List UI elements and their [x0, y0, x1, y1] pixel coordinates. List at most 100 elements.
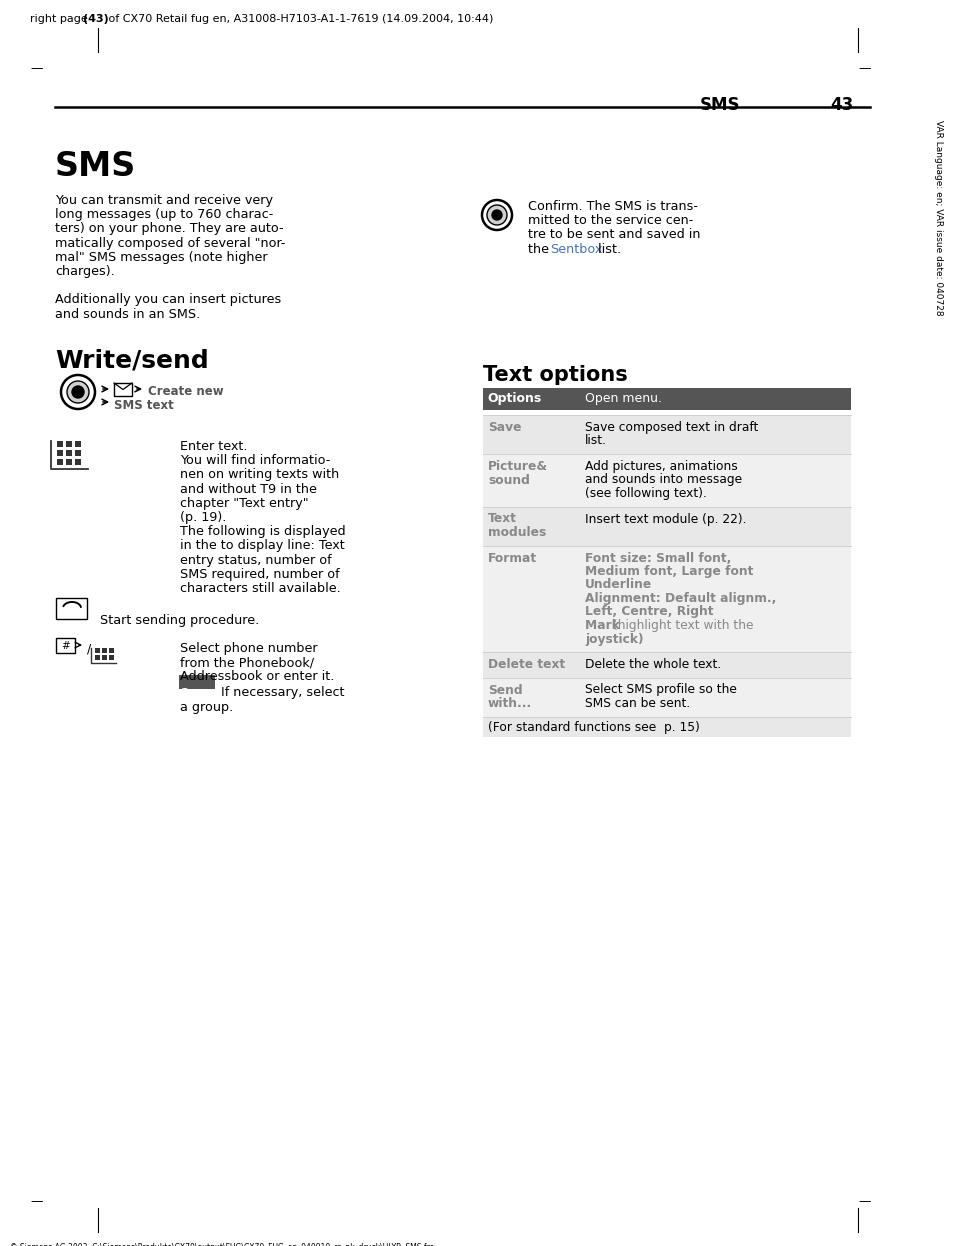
- Text: Send: Send: [488, 684, 522, 697]
- Text: Underline: Underline: [584, 578, 652, 592]
- FancyBboxPatch shape: [482, 507, 850, 546]
- Text: sound: sound: [488, 473, 529, 486]
- Text: mal" SMS messages (note higher: mal" SMS messages (note higher: [55, 250, 268, 264]
- Circle shape: [486, 206, 506, 226]
- Text: Select SMS profile so the: Select SMS profile so the: [584, 684, 736, 697]
- Text: right page: right page: [30, 14, 91, 24]
- Text: —: —: [857, 1195, 869, 1209]
- Text: Enter text.: Enter text.: [180, 440, 247, 454]
- Text: If necessary, select: If necessary, select: [216, 685, 344, 699]
- Text: SMS can be sent.: SMS can be sent.: [584, 697, 690, 710]
- Text: nen on writing texts with: nen on writing texts with: [180, 468, 339, 481]
- Text: Save composed text in draft: Save composed text in draft: [584, 421, 758, 434]
- FancyBboxPatch shape: [102, 648, 107, 653]
- Text: Alignment: Default alignm.,: Alignment: Default alignm.,: [584, 592, 776, 606]
- Text: Text: Text: [488, 512, 517, 526]
- Text: Left, Centre, Right: Left, Centre, Right: [584, 606, 713, 618]
- Text: the: the: [527, 243, 553, 255]
- Text: SMS: SMS: [700, 96, 740, 113]
- FancyBboxPatch shape: [482, 388, 850, 410]
- Text: Select phone number: Select phone number: [180, 642, 317, 655]
- Text: 43: 43: [829, 96, 852, 113]
- Text: matically composed of several "nor-: matically composed of several "nor-: [55, 237, 285, 249]
- FancyBboxPatch shape: [109, 648, 113, 653]
- FancyBboxPatch shape: [56, 638, 75, 653]
- Text: Add pictures, animations: Add pictures, animations: [584, 460, 737, 473]
- Circle shape: [61, 375, 95, 409]
- Text: characters still available.: characters still available.: [180, 582, 340, 596]
- Text: Font size: Small font,: Font size: Small font,: [584, 552, 731, 564]
- FancyBboxPatch shape: [66, 450, 71, 456]
- Text: Save: Save: [488, 421, 521, 434]
- Text: from the Phonebook/: from the Phonebook/: [180, 657, 314, 669]
- Text: Create new: Create new: [148, 385, 223, 397]
- Text: SMS: SMS: [55, 150, 136, 183]
- Text: Text options: Text options: [482, 365, 627, 385]
- Circle shape: [71, 386, 84, 397]
- Text: —: —: [857, 62, 869, 75]
- Text: Delete text: Delete text: [488, 658, 564, 672]
- Text: The following is displayed: The following is displayed: [180, 526, 345, 538]
- FancyBboxPatch shape: [95, 655, 100, 660]
- Text: (43): (43): [83, 14, 109, 24]
- Text: long messages (up to 760 charac-: long messages (up to 760 charac-: [55, 208, 273, 222]
- FancyBboxPatch shape: [482, 546, 850, 652]
- FancyBboxPatch shape: [75, 459, 81, 465]
- Text: Medium font, Large font: Medium font, Large font: [584, 564, 753, 578]
- Text: © Siemens AG 2003, C:\Siemens\Produkte\CX70\output\FUG\CX70_FUG_en_040910_rs_pk_: © Siemens AG 2003, C:\Siemens\Produkte\C…: [10, 1244, 434, 1246]
- Text: Additionally you can insert pictures: Additionally you can insert pictures: [55, 293, 281, 307]
- Text: chapter "Text entry": chapter "Text entry": [180, 497, 309, 510]
- Text: VAR Language: en; VAR issue date: 040728: VAR Language: en; VAR issue date: 040728: [933, 120, 942, 315]
- Text: Open menu.: Open menu.: [584, 392, 661, 405]
- Text: Insert text module (p. 22).: Insert text module (p. 22).: [584, 512, 745, 526]
- Text: and sounds in an SMS.: and sounds in an SMS.: [55, 308, 200, 320]
- Text: mitted to the service cen-: mitted to the service cen-: [527, 214, 693, 227]
- Text: #: #: [61, 640, 70, 650]
- Text: You will find informatio-: You will find informatio-: [180, 455, 330, 467]
- FancyBboxPatch shape: [109, 655, 113, 660]
- FancyBboxPatch shape: [482, 716, 850, 736]
- Text: charges).: charges).: [55, 265, 114, 278]
- Text: a group.: a group.: [180, 700, 233, 714]
- Text: of CX70 Retail fug en, A31008-H7103-A1-1-7619 (14.09.2004, 10:44): of CX70 Retail fug en, A31008-H7103-A1-1…: [105, 14, 493, 24]
- FancyBboxPatch shape: [113, 383, 132, 396]
- FancyBboxPatch shape: [66, 459, 71, 465]
- Text: Delete the whole text.: Delete the whole text.: [584, 658, 720, 672]
- FancyBboxPatch shape: [75, 450, 81, 456]
- FancyBboxPatch shape: [482, 454, 850, 507]
- Text: —: —: [30, 62, 43, 75]
- FancyBboxPatch shape: [57, 441, 63, 447]
- Text: Group: Group: [179, 688, 214, 698]
- Text: Sentbox: Sentbox: [550, 243, 601, 255]
- Text: entry status, number of: entry status, number of: [180, 553, 332, 567]
- FancyBboxPatch shape: [57, 450, 63, 456]
- Text: —: —: [30, 1195, 43, 1209]
- Text: Mark: Mark: [584, 619, 623, 632]
- Text: /: /: [87, 642, 91, 655]
- Text: Picture&: Picture&: [488, 460, 547, 473]
- Text: SMS text: SMS text: [113, 399, 173, 412]
- Circle shape: [481, 201, 512, 231]
- Text: with...: with...: [488, 697, 532, 710]
- FancyBboxPatch shape: [482, 652, 850, 678]
- FancyBboxPatch shape: [482, 678, 850, 716]
- FancyBboxPatch shape: [179, 675, 215, 689]
- FancyBboxPatch shape: [95, 648, 100, 653]
- Text: Confirm. The SMS is trans-: Confirm. The SMS is trans-: [527, 201, 698, 213]
- Text: and without T9 in the: and without T9 in the: [180, 482, 316, 496]
- Text: list.: list.: [584, 435, 606, 447]
- Text: Write/send: Write/send: [55, 348, 209, 373]
- Text: (For standard functions see  p. 15): (For standard functions see p. 15): [488, 720, 700, 734]
- FancyBboxPatch shape: [102, 655, 107, 660]
- FancyBboxPatch shape: [75, 441, 81, 447]
- FancyBboxPatch shape: [482, 415, 850, 454]
- FancyBboxPatch shape: [66, 441, 71, 447]
- Text: SMS required, number of: SMS required, number of: [180, 568, 339, 581]
- FancyBboxPatch shape: [57, 459, 63, 465]
- Text: in the to display line: Text: in the to display line: Text: [180, 540, 344, 552]
- Text: list.: list.: [594, 243, 620, 255]
- Text: modules: modules: [488, 526, 546, 540]
- Circle shape: [492, 211, 501, 221]
- Text: Addressbook or enter it.: Addressbook or enter it.: [180, 670, 334, 683]
- Text: (p. 19).: (p. 19).: [180, 511, 226, 525]
